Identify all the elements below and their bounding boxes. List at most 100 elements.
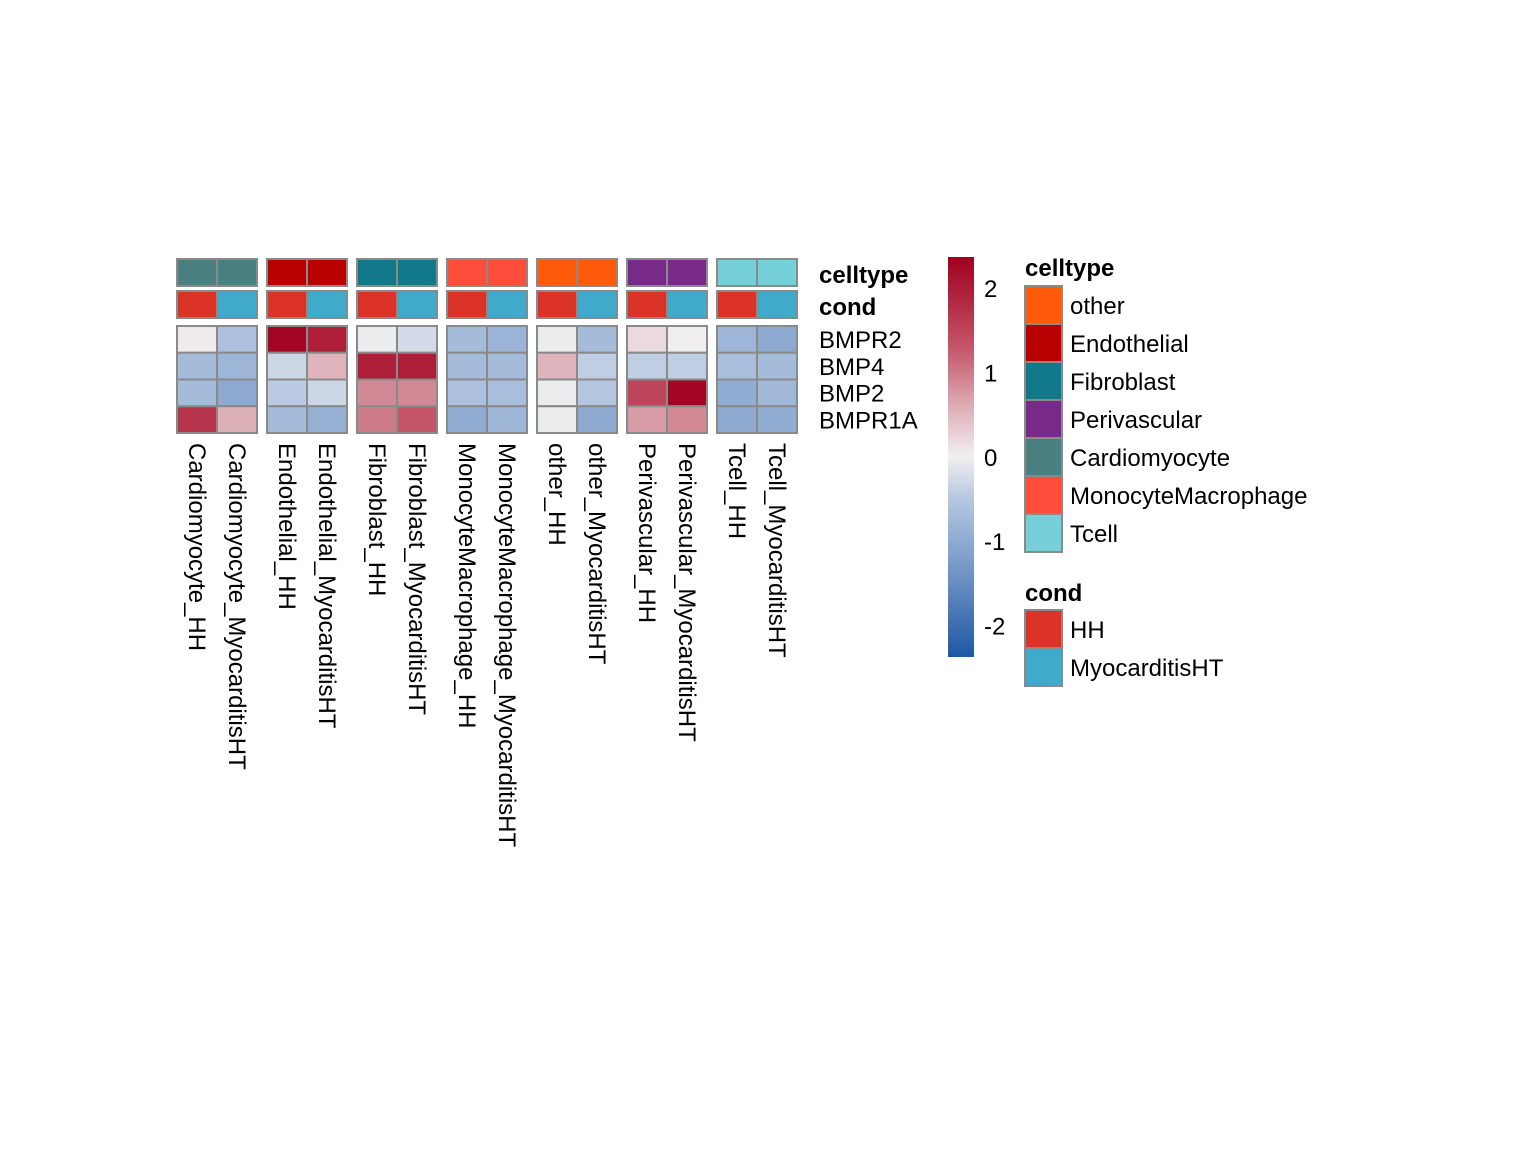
heatmap-cell (216, 325, 258, 354)
celltype-annotation-cell (396, 258, 438, 287)
column-label: Fibroblast_MyocarditisHT (403, 443, 430, 715)
color-scale-tick-label: 2 (984, 276, 997, 303)
cond-annotation-cell (216, 290, 258, 319)
celltype-annotation-cell (486, 258, 528, 287)
heatmap-cell (576, 378, 618, 408)
heatmap-cell (486, 351, 528, 381)
color-scale-tick-label: 1 (984, 360, 997, 387)
heatmap-cell (396, 325, 438, 354)
legend-swatch (1024, 609, 1063, 649)
annotation-label-cond: cond (819, 294, 876, 321)
heatmap-cell (716, 351, 758, 381)
column-label: other_HH (543, 443, 570, 546)
heatmap-cell (306, 325, 348, 354)
heatmap-cell (446, 405, 488, 434)
column-label: Perivascular_MyocarditisHT (673, 443, 700, 742)
color-scale-bar: 2 1 0 -1 -2 (948, 257, 1005, 657)
heatmap-cell (176, 378, 218, 408)
heatmap-cell (266, 325, 308, 354)
legend-swatch (1024, 323, 1063, 363)
heatmap-cell (356, 378, 398, 408)
legend-item-label: Fibroblast (1070, 369, 1176, 396)
color-scale-tick-label: 0 (984, 445, 997, 472)
celltype-annotation-cell (216, 258, 258, 287)
cond-annotation-cell (716, 290, 758, 319)
cond-annotation-cell (666, 290, 708, 319)
heatmap-cell (446, 351, 488, 381)
heatmap-cell (666, 325, 708, 354)
heatmap-cell (626, 325, 668, 354)
heatmap-cell (666, 405, 708, 434)
heatmap-cell (306, 405, 348, 434)
heatmap-cell (536, 351, 578, 381)
heatmap-cell (626, 351, 668, 381)
color-scale-gradient (948, 257, 974, 657)
legend-item-label: Endothelial (1070, 331, 1189, 358)
legend-title-celltype: celltype (1025, 255, 1114, 282)
heatmap-cell (486, 325, 528, 354)
heatmap-cell (306, 378, 348, 408)
heatmap-cell (576, 405, 618, 434)
legend-swatch (1024, 399, 1063, 439)
heatmap-cell (576, 325, 618, 354)
heatmap-cell (756, 405, 798, 434)
row-label: BMPR1A (819, 407, 918, 434)
celltype-annotation-cell (446, 258, 488, 287)
cond-annotation-cell (176, 290, 218, 319)
legend-item-label: Tcell (1070, 521, 1118, 548)
heatmap-cell (446, 325, 488, 354)
heatmap-cell (756, 351, 798, 381)
heatmap-cell (626, 405, 668, 434)
celltype-annotation-cell (266, 258, 308, 287)
column-label: Cardiomyocyte_MyocarditisHT (223, 443, 250, 770)
heatmap-cell (356, 351, 398, 381)
column-label: Perivascular_HH (633, 443, 660, 623)
color-scale-tick-label: -2 (984, 614, 1005, 641)
heatmap-cell (446, 378, 488, 408)
heatmap-cell (216, 351, 258, 381)
heatmap-cell (176, 405, 218, 434)
heatmap-cell (716, 378, 758, 408)
legend-item-label: MonocyteMacrophage (1070, 483, 1307, 510)
legend-swatch (1024, 361, 1063, 401)
celltype-annotation-cell (626, 258, 668, 287)
heatmap-cell (266, 351, 308, 381)
column-label: MonocyteMacrophage_MyocarditisHT (493, 443, 520, 848)
heatmap-cell (716, 325, 758, 354)
column-label: Fibroblast_HH (363, 443, 390, 596)
heatmap-cell (216, 378, 258, 408)
cond-annotation-cell (266, 290, 308, 319)
heatmap-cell (396, 351, 438, 381)
column-label: Cardiomyocyte_HH (183, 443, 210, 651)
heatmap-cell (756, 378, 798, 408)
column-label: other_MyocarditisHT (583, 443, 610, 665)
celltype-annotation-cell (356, 258, 398, 287)
legend-swatch (1024, 513, 1063, 553)
heatmap-cell (486, 378, 528, 408)
column-annotations (176, 258, 798, 319)
legend-item-label: other (1070, 293, 1125, 320)
heatmap-cell (666, 378, 708, 408)
legend-swatch (1024, 285, 1063, 325)
cond-annotation-cell (756, 290, 798, 319)
celltype-annotation-cell (176, 258, 218, 287)
cond-annotation-cell (486, 290, 528, 319)
celltype-annotation-cell (716, 258, 758, 287)
color-scale-tick-label: -1 (984, 529, 1005, 556)
column-label: Tcell_HH (723, 443, 750, 539)
heatmap-cell (176, 325, 218, 354)
column-label: MonocyteMacrophage_HH (453, 443, 480, 728)
cond-annotation-cell (446, 290, 488, 319)
cond-annotation-cell (576, 290, 618, 319)
legend-swatch (1024, 437, 1063, 477)
heatmap-cell (266, 405, 308, 434)
cond-annotation-cell (536, 290, 578, 319)
heatmap-cell (396, 405, 438, 434)
legend-item-label: Perivascular (1070, 407, 1202, 434)
heatmap-cell (536, 405, 578, 434)
heatmap-cell (666, 351, 708, 381)
heatmap-cell (536, 378, 578, 408)
heatmap-cell (396, 378, 438, 408)
